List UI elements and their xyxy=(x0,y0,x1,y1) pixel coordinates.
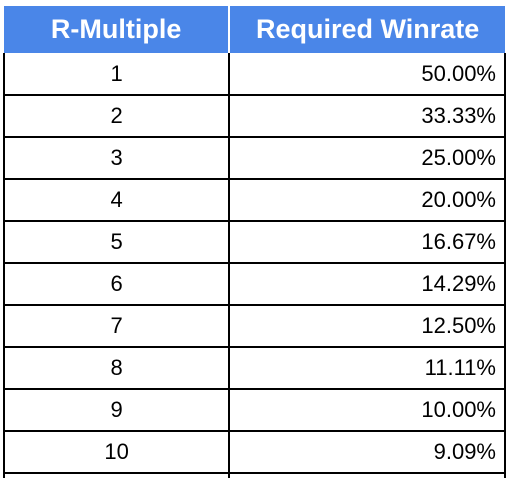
table-row: 9 10.00% xyxy=(2,389,506,432)
winrate-cell[interactable]: 33.33% xyxy=(229,95,506,138)
r-multiple-cell[interactable]: 6 xyxy=(2,263,231,306)
r-multiple-cell[interactable]: 7 xyxy=(2,305,231,348)
table-row: 4 20.00% xyxy=(2,179,506,222)
empty-row xyxy=(2,473,506,478)
r-multiple-cell[interactable]: 8 xyxy=(2,347,231,390)
header-r-multiple[interactable]: R-Multiple xyxy=(4,6,231,53)
winrate-cell[interactable]: 20.00% xyxy=(229,179,506,222)
winrate-cell[interactable]: 12.50% xyxy=(229,305,506,348)
header-required-winrate[interactable]: Required Winrate xyxy=(229,6,505,53)
r-multiple-cell[interactable]: 4 xyxy=(2,179,231,222)
empty-cell[interactable] xyxy=(2,473,231,478)
winrate-cell[interactable]: 25.00% xyxy=(229,137,506,180)
winrate-table: R-Multiple Required Winrate 1 50.00% 2 3… xyxy=(2,6,506,478)
header-row: R-Multiple Required Winrate xyxy=(4,6,505,53)
r-multiple-cell[interactable]: 9 xyxy=(2,389,231,432)
winrate-cell[interactable]: 14.29% xyxy=(229,263,506,306)
winrate-cell[interactable]: 50.00% xyxy=(229,53,506,96)
r-multiple-cell[interactable]: 3 xyxy=(2,137,231,180)
table-row: 5 16.67% xyxy=(2,221,506,264)
table-row: 10 9.09% xyxy=(2,431,506,474)
table-row: 1 50.00% xyxy=(2,53,506,96)
winrate-cell[interactable]: 11.11% xyxy=(229,347,506,390)
table-row: 6 14.29% xyxy=(2,263,506,306)
empty-cell[interactable] xyxy=(229,473,506,478)
table-row: 3 25.00% xyxy=(2,137,506,180)
winrate-cell[interactable]: 16.67% xyxy=(229,221,506,264)
table-row: 8 11.11% xyxy=(2,347,506,390)
r-multiple-cell[interactable]: 10 xyxy=(2,431,231,474)
winrate-cell[interactable]: 10.00% xyxy=(229,389,506,432)
r-multiple-cell[interactable]: 2 xyxy=(2,95,231,138)
table-row: 7 12.50% xyxy=(2,305,506,348)
r-multiple-cell[interactable]: 5 xyxy=(2,221,231,264)
table-row: 2 33.33% xyxy=(2,95,506,138)
winrate-cell[interactable]: 9.09% xyxy=(229,431,506,474)
r-multiple-cell[interactable]: 1 xyxy=(2,53,231,96)
